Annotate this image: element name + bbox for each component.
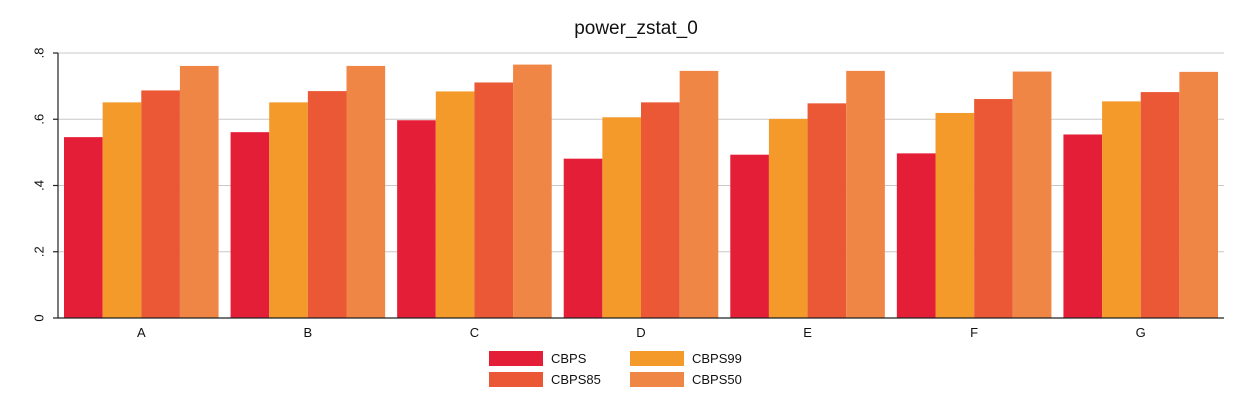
bar-cbps85-e [807,103,847,318]
bar-cbps99-a [102,102,142,318]
bar-cbps85-d [641,102,680,318]
bar-cbps50-g [1179,71,1218,318]
legend-swatch-cbps50 [630,372,684,387]
y-tick-label: .4 [31,180,46,191]
legend-label-cbps50: CBPS50 [692,372,742,387]
y-tick-label: .8 [31,48,46,59]
legend-swatch-cbps [489,351,543,366]
y-tick-label: .6 [31,114,46,125]
bar-cbps99-c [435,91,475,318]
bar-cbps-g [1063,134,1103,318]
bar-cbps99-g [1102,101,1141,318]
y-tick-label: 0 [31,314,46,321]
bar-cbps-c [397,120,436,319]
bar-cbps50-f [1012,71,1052,318]
x-tick-label: G [1136,325,1146,340]
bar-cbps99-d [602,117,641,318]
bar-cbps-d [563,158,603,318]
legend-label-cbps: CBPS [551,351,587,366]
bar-cbps-f [896,153,936,318]
bar-cbps85-c [474,82,514,318]
x-tick-label: D [636,325,645,340]
x-tick-label: F [970,325,978,340]
bar-cbps50-d [679,70,719,318]
legend-label-cbps99: CBPS99 [692,351,742,366]
y-tick-label: .2 [31,246,46,257]
axes: 0 .2 .4 .6 .8 A B C D E F G [31,48,1224,340]
bar-cbps-a [64,137,103,318]
bar-cbps99-e [768,118,808,318]
legend-label-cbps85: CBPS85 [551,372,601,387]
bars [64,64,1218,319]
bar-cbps50-c [513,64,552,318]
bar-cbps85-g [1140,92,1180,319]
bar-cbps85-a [141,90,180,319]
chart-title: power_zstat_0 [574,18,698,39]
bar-cbps99-b [269,102,308,318]
bar-cbps-e [730,154,769,318]
x-tick-label: E [803,325,812,340]
x-tick-label: A [137,325,146,340]
bar-cbps99-f [935,112,975,318]
bar-cbps-b [230,132,270,318]
legend-swatch-cbps99 [630,351,684,366]
bar-cbps85-f [974,99,1013,318]
x-tick-label: C [470,325,479,340]
bar-cbps50-e [846,70,885,318]
x-tick-label: B [304,325,313,340]
bar-cbps85-b [307,91,347,318]
legend-swatch-cbps85 [489,372,543,387]
bar-cbps50-b [346,65,386,318]
bar-cbps50-a [179,65,219,318]
legend: CBPS CBPS99 CBPS85 CBPS50 [489,351,742,387]
